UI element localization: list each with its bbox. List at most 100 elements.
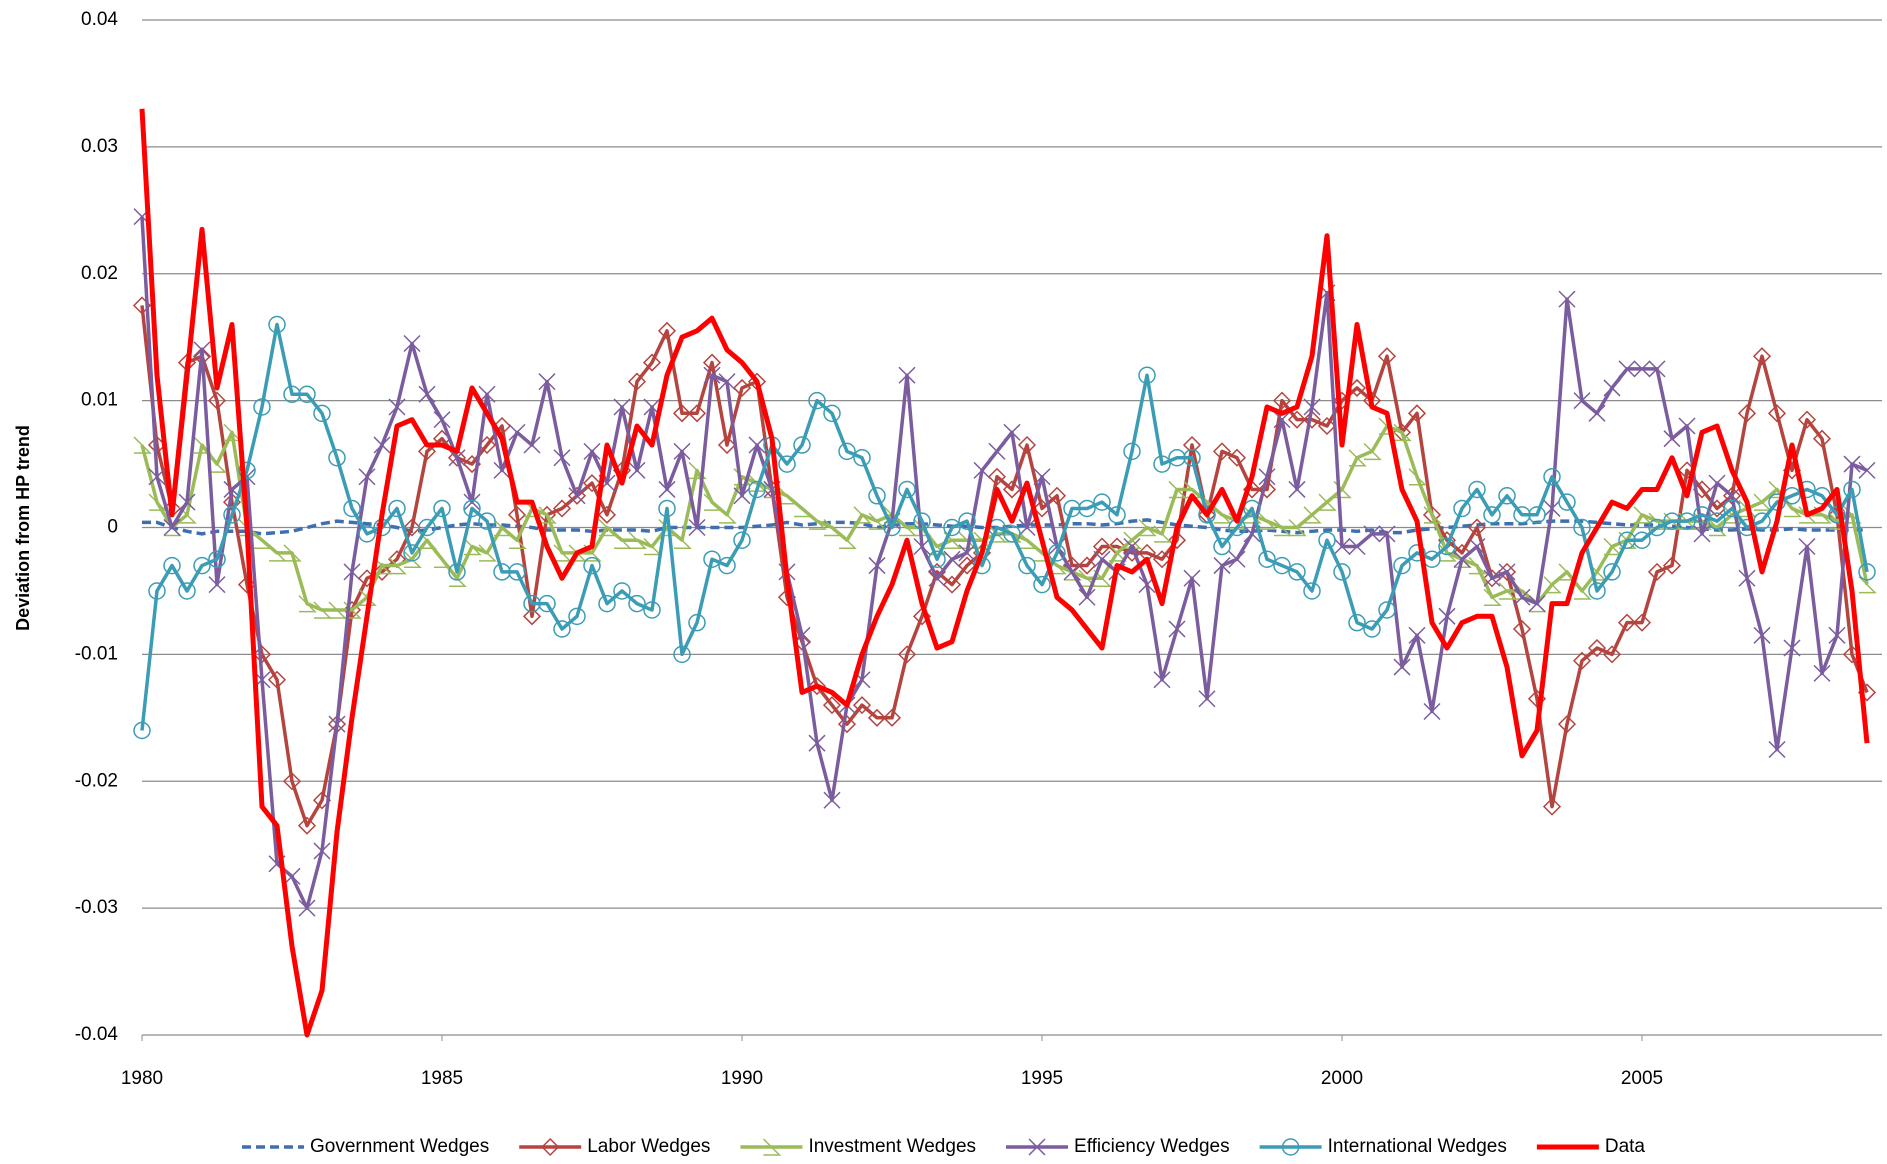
marker (508, 531, 527, 549)
marker (238, 461, 256, 480)
marker (673, 531, 692, 549)
marker (703, 493, 722, 511)
marker (1498, 563, 1516, 581)
marker (868, 487, 886, 505)
marker (358, 588, 377, 607)
marker (1587, 638, 1607, 658)
marker (403, 335, 421, 353)
marker (1708, 512, 1726, 530)
marker (298, 595, 317, 613)
y-tick-label: 0.01 (81, 390, 118, 411)
marker (1423, 506, 1442, 524)
marker (208, 455, 227, 473)
marker (1602, 645, 1622, 664)
marker (448, 563, 466, 581)
marker (267, 670, 287, 689)
marker (1122, 543, 1142, 562)
marker (1227, 448, 1247, 467)
marker (1843, 455, 1861, 473)
legend: Government Wedges Labor Wedges Investment … (242, 1136, 1645, 1157)
marker (1483, 569, 1501, 587)
legend-label: Investment Wedges (808, 1136, 976, 1157)
series-line (140, 216, 1868, 910)
marker (418, 385, 436, 403)
marker (208, 576, 226, 594)
marker (1618, 360, 1636, 378)
legend-item: Investment Wedges (740, 1136, 976, 1157)
marker (1858, 563, 1876, 581)
marker (853, 448, 871, 467)
marker (807, 677, 827, 696)
marker (1378, 417, 1397, 435)
marker (148, 582, 166, 600)
marker (148, 468, 166, 486)
marker (1633, 531, 1651, 549)
marker (433, 550, 452, 568)
marker (388, 557, 407, 575)
marker (1092, 537, 1112, 556)
marker (553, 620, 571, 638)
marker (1737, 404, 1757, 423)
marker (523, 594, 541, 613)
marker (1663, 430, 1681, 448)
marker (358, 468, 376, 486)
marker (1363, 620, 1381, 638)
marker (1423, 702, 1441, 720)
marker (943, 550, 961, 568)
marker (1573, 582, 1592, 600)
marker (313, 842, 331, 860)
marker (568, 607, 586, 626)
marker (1363, 442, 1382, 461)
marker (1018, 518, 1036, 537)
marker (687, 404, 707, 423)
marker (733, 487, 751, 505)
marker (1603, 563, 1621, 581)
marker (1693, 525, 1711, 543)
marker (343, 563, 361, 581)
marker (1408, 468, 1427, 486)
marker (1663, 512, 1681, 530)
marker (463, 493, 481, 511)
marker (1768, 741, 1786, 759)
marker (583, 442, 601, 460)
marker (402, 518, 422, 537)
marker (1317, 416, 1337, 436)
series (133, 208, 1876, 917)
legend-label: Government Wedges (310, 1136, 489, 1157)
marker (448, 449, 466, 467)
y-tick-label: 0.04 (81, 9, 118, 30)
marker (1633, 506, 1652, 524)
marker (417, 442, 437, 461)
marker (523, 436, 541, 454)
legend-item: Data (1536, 1136, 1645, 1157)
marker (1108, 506, 1126, 524)
x-tick-label: 1990 (721, 1068, 763, 1089)
marker (478, 544, 497, 562)
marker (1078, 499, 1096, 518)
marker (673, 442, 691, 460)
marker (1377, 347, 1397, 366)
x-tick-label: 1985 (421, 1068, 463, 1089)
marker (973, 461, 991, 479)
marker (808, 512, 827, 530)
marker (1648, 518, 1666, 537)
marker (1348, 613, 1366, 632)
marker (1333, 538, 1351, 556)
marker (282, 772, 302, 791)
marker (1513, 506, 1531, 524)
series (133, 315, 1876, 740)
marker (957, 556, 977, 575)
marker (628, 594, 646, 613)
marker (1047, 486, 1067, 505)
marker (1393, 423, 1412, 442)
marker (1288, 563, 1306, 581)
y-tick-label: -0.04 (75, 1024, 119, 1045)
marker (328, 715, 346, 733)
marker (567, 486, 587, 505)
marker (988, 442, 1006, 460)
marker (1483, 506, 1501, 524)
marker (852, 696, 872, 715)
marker (1408, 626, 1426, 644)
marker (1633, 360, 1651, 378)
marker (1003, 423, 1021, 441)
